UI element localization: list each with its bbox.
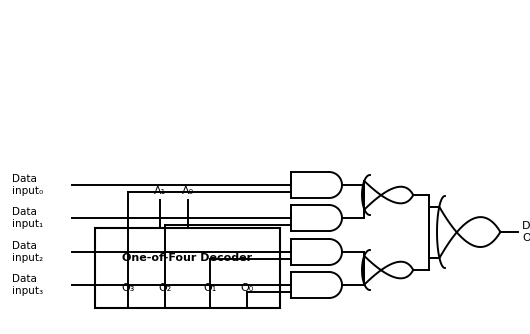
- Text: A₁: A₁: [154, 186, 166, 196]
- Text: Data
Output: Data Output: [523, 221, 530, 243]
- Text: O₂: O₂: [158, 283, 172, 293]
- Text: Data
input₂: Data input₂: [12, 241, 43, 263]
- Text: Data
input₀: Data input₀: [12, 174, 43, 196]
- Text: One-of-Four Decoder: One-of-Four Decoder: [122, 254, 253, 264]
- Text: O₁: O₁: [203, 283, 216, 293]
- Text: O₃: O₃: [121, 283, 135, 293]
- Text: Data
input₁: Data input₁: [12, 207, 43, 229]
- Text: O₀: O₀: [240, 283, 253, 293]
- Bar: [95, 228, 280, 308]
- Text: A₀: A₀: [181, 186, 193, 196]
- Text: Data
input₃: Data input₃: [12, 274, 43, 296]
